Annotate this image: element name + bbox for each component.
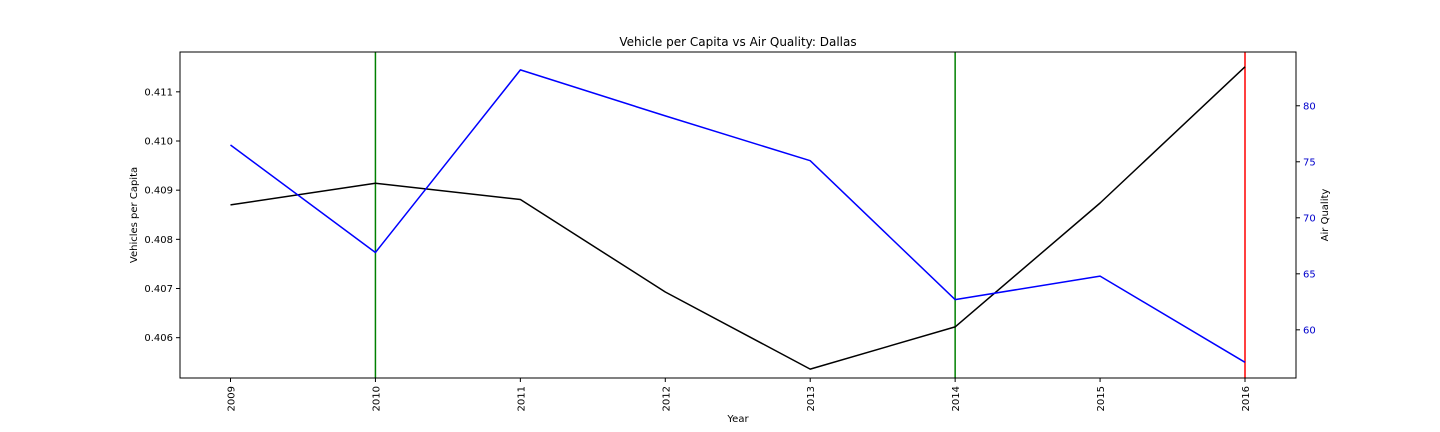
chart-title: Vehicle per Capita vs Air Quality: Dalla…: [619, 35, 856, 49]
y-right-tick-label: 60: [1303, 325, 1316, 336]
y-left-tick-label: 0.408: [144, 235, 173, 246]
x-axis: 2009 2010 2011 2012 2013 2014 2015 2016: [227, 378, 1252, 411]
x-tick-label: 2015: [1096, 386, 1107, 411]
y-left-tick-label: 0.410: [144, 136, 173, 147]
plot-frame: [179, 51, 1297, 379]
x-axis-title: Year: [726, 414, 749, 425]
y-axis-left: 0.406 0.407 0.408 0.409 0.410 0.411: [144, 87, 180, 344]
x-tick-label: 2011: [516, 386, 527, 411]
y-right-tick-label: 75: [1303, 157, 1316, 168]
series-line-right: [230, 69, 1246, 363]
y-axis-right-title: Air Quality: [1320, 189, 1331, 242]
x-tick-label: 2012: [661, 386, 672, 411]
x-tick-label: 2016: [1241, 386, 1252, 411]
y-axis-left-title: Vehicles per Capita: [129, 167, 140, 263]
x-tick-label: 2014: [951, 386, 962, 411]
x-tick-label: 2010: [371, 386, 382, 411]
x-tick-label: 2013: [806, 386, 817, 411]
y-left-tick-label: 0.411: [144, 87, 173, 98]
y-right-tick-label: 65: [1303, 269, 1316, 280]
reference-lines: [374, 52, 1246, 378]
y-left-tick-label: 0.407: [144, 284, 173, 295]
y-axis-right: 60 65 70 75 80: [1296, 101, 1316, 336]
series-lines: [230, 66, 1246, 370]
y-left-tick-label: 0.406: [144, 333, 173, 344]
y-right-tick-label: 80: [1303, 101, 1316, 112]
y-left-tick-label: 0.409: [144, 186, 173, 197]
series-line-left: [230, 66, 1246, 370]
y-right-tick-label: 70: [1303, 213, 1316, 224]
x-tick-label: 2009: [227, 386, 238, 411]
